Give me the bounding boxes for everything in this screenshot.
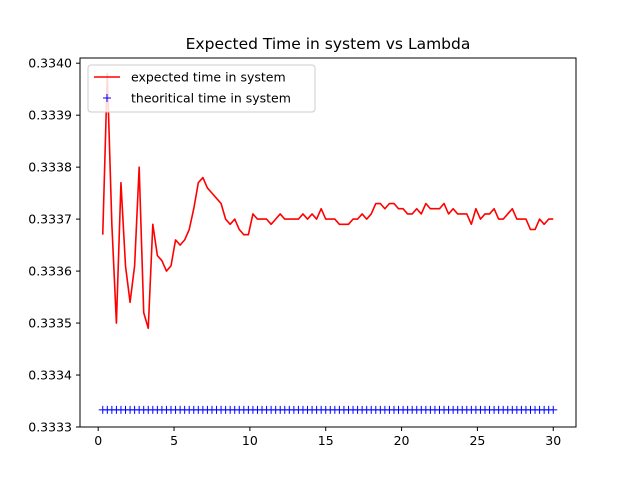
y-axis: 0.3333 0.3334 0.3335 0.3336 0.3337 0.3338 0.33… [28,56,80,435]
x-tick-label: 5 [170,433,178,448]
y-tick-label: 0.3333 [28,420,72,435]
x-tick-label: 15 [318,433,334,448]
y-tick-label: 0.3340 [28,56,72,71]
x-tick-label: 25 [469,433,485,448]
y-tick-label: 0.3336 [28,264,72,279]
legend-label-expected: expected time in system [131,70,286,85]
legend-marker-handle [103,94,111,102]
x-axis: 0 5 10 15 20 25 30 [94,427,561,448]
y-tick-label: 0.3337 [28,212,72,227]
legend-label-theoretical: theoritical time in system [131,91,291,106]
y-tick-label: 0.3334 [28,368,72,383]
x-tick-label: 20 [394,433,410,448]
x-tick-label: 30 [545,433,561,448]
y-tick-label: 0.3335 [28,316,72,331]
x-tick-label: 0 [94,433,102,448]
axes-frame [79,57,577,428]
chart-title: Expected Time in system vs Lambda [186,35,471,53]
legend-box [87,64,316,113]
plot-area [98,72,558,414]
y-tick-label: 0.3338 [28,160,72,175]
y-tick-label: 0.3339 [28,108,72,123]
theoretical-marker [549,405,558,414]
legend: expected time in system theoritical time … [87,64,316,113]
x-tick-label: 10 [242,433,258,448]
expected-time-line [101,72,554,330]
